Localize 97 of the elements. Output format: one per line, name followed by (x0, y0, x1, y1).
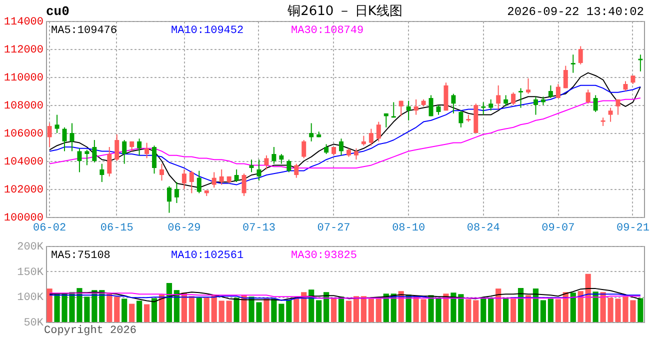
y-tick-label: 50K (24, 318, 44, 330)
x-tick-label: 08-24 (466, 222, 500, 234)
candlestick (623, 80, 628, 92)
candlestick (137, 138, 142, 156)
candlestick (166, 186, 172, 214)
text: 2026-09-22 13:40:02 (507, 5, 644, 19)
y-tick-label: 100000 (4, 212, 44, 224)
candlestick (608, 107, 613, 122)
y-tick-label: 100K (17, 292, 44, 304)
y-tick-label: 150K (17, 266, 44, 279)
candlestick (294, 163, 299, 178)
candlestick (504, 94, 508, 107)
candlestick (376, 121, 381, 142)
candlestick (481, 102, 486, 116)
text: Copyright 2026 (44, 325, 136, 337)
candlestick (100, 163, 104, 182)
candlestick (428, 94, 434, 117)
x-tick-label: 06-29 (168, 222, 201, 234)
candlestick (406, 100, 411, 121)
candlestick (286, 159, 292, 173)
text: MA10:102561 (171, 250, 244, 262)
candlestick (398, 100, 404, 117)
candlestick (302, 140, 306, 159)
candlestick (62, 126, 67, 152)
candlestick (526, 78, 530, 94)
candlestick (279, 154, 284, 164)
candlestick (84, 149, 90, 166)
candlestick (563, 65, 568, 89)
text: MA10:109452 (171, 25, 244, 37)
candlestick (77, 148, 82, 173)
x-tick-label: 08-10 (392, 222, 426, 234)
candlestick (189, 170, 194, 194)
candlestick (361, 135, 366, 146)
y-tick-label: 108000 (4, 100, 44, 112)
candlestick (451, 93, 456, 114)
candlestick (219, 168, 224, 186)
candlestick (511, 92, 516, 106)
candlestick (309, 122, 314, 142)
candlestick (196, 170, 202, 194)
candlestick (92, 140, 97, 163)
candlestick (324, 144, 329, 154)
y-tick-label: 112000 (4, 44, 44, 56)
candlestick (533, 96, 538, 116)
candlestick (339, 138, 344, 156)
candlestick (160, 163, 164, 182)
candlestick (368, 128, 374, 146)
candlestick (256, 159, 262, 182)
line-series (49, 288, 641, 302)
text: MA5:109476 (51, 25, 118, 37)
candlestick (616, 98, 620, 116)
candlestick (144, 142, 150, 159)
candlestick (496, 84, 501, 110)
candlestick (414, 98, 418, 116)
x-tick-label: 09-21 (616, 222, 650, 234)
candlestick (586, 89, 590, 104)
y-tick-label: 104000 (4, 156, 44, 168)
x-tick-label: 06-02 (33, 222, 66, 234)
chart-title: 铜2610 － 日K线图 (286, 4, 402, 19)
x-tick-label: 09-07 (542, 222, 575, 234)
candlestick (47, 122, 52, 148)
text: MA5:75108 (51, 250, 110, 262)
text: cu0 (46, 4, 70, 19)
text: MA30:108749 (291, 25, 364, 37)
x-tick-label: 07-27 (317, 222, 350, 234)
candlestick (152, 145, 157, 174)
x-tick-label: 06-15 (100, 222, 134, 234)
candlestick (556, 84, 560, 98)
candlestick (174, 182, 179, 204)
y-tick-label: 200K (17, 242, 44, 254)
candlestick (54, 114, 60, 134)
candlestick (354, 148, 358, 160)
candlestick (272, 146, 276, 164)
candlestick (122, 140, 127, 164)
candlestick (242, 173, 246, 196)
candlestick (114, 134, 120, 162)
candlestick (212, 172, 216, 188)
candlestick (384, 112, 388, 128)
candlestick (593, 94, 598, 112)
candlestick (182, 168, 186, 190)
candlestick (548, 84, 553, 98)
y-tick-label: 106000 (4, 128, 44, 140)
y-tick-label: 110000 (4, 72, 44, 84)
candlestick (264, 154, 269, 170)
candlestick (234, 168, 239, 182)
candlestick (570, 54, 576, 74)
y-tick-label: 114000 (4, 16, 44, 28)
candlestick (488, 98, 494, 112)
candlestick (578, 46, 583, 65)
y-tick-label: 102000 (4, 184, 44, 196)
candlestick (107, 146, 112, 177)
candlestick (518, 88, 524, 108)
text: MA30:93825 (291, 250, 358, 262)
candlestick (391, 102, 396, 118)
candlestick (458, 110, 464, 128)
x-tick-label: 07-13 (242, 222, 276, 234)
candlestick (249, 159, 254, 173)
candlestick (70, 122, 74, 152)
